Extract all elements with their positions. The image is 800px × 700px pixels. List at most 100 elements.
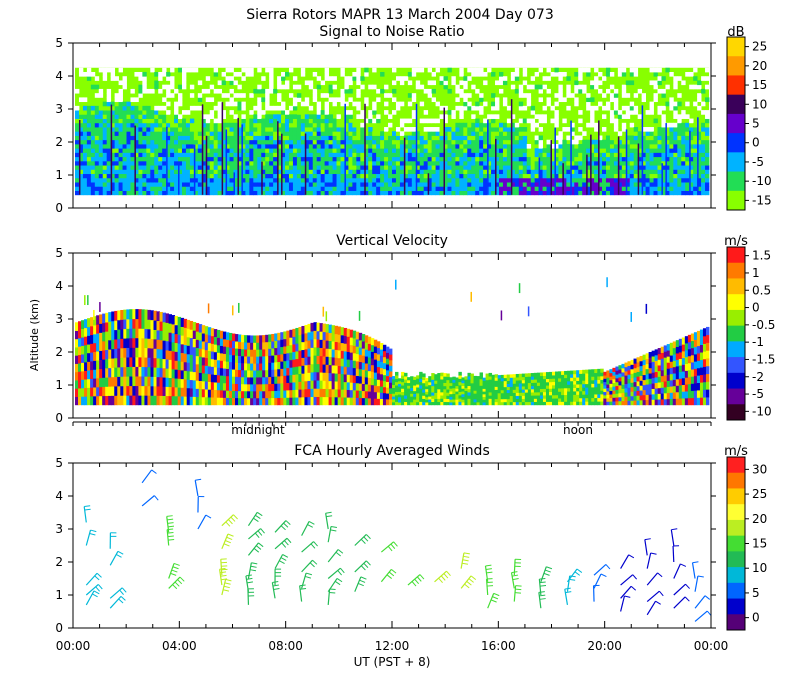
velocity-cell xyxy=(156,311,160,322)
snr-cell xyxy=(257,186,262,191)
snr-streak xyxy=(487,119,489,195)
snr-cell xyxy=(356,131,361,136)
snr-cell xyxy=(534,114,540,119)
snr-cell xyxy=(475,160,480,166)
velocity-cell xyxy=(464,384,468,389)
velocity-cell xyxy=(165,313,169,323)
snr-cell xyxy=(90,190,96,196)
snr-cell xyxy=(613,101,619,107)
snr-cell xyxy=(463,165,468,170)
snr-cell xyxy=(415,131,421,136)
snr-cell xyxy=(277,127,282,132)
snr-cell xyxy=(261,135,266,141)
velocity-cell xyxy=(307,340,311,349)
snr-cell xyxy=(253,165,258,170)
velocity-cell xyxy=(464,401,468,406)
velocity-cell xyxy=(467,392,471,396)
snr-cell xyxy=(320,118,326,124)
snr-cell xyxy=(82,182,88,187)
velocity-cell xyxy=(452,399,456,403)
velocity-cell xyxy=(361,397,366,406)
snr-cell xyxy=(146,122,151,128)
velocity-cell xyxy=(313,363,317,373)
snr-cell xyxy=(562,160,567,166)
velocity-cell xyxy=(162,367,166,378)
velocity-cell xyxy=(485,392,490,396)
snr-cell xyxy=(296,160,302,166)
snr-cell xyxy=(261,97,266,103)
snr-cell xyxy=(415,173,421,179)
snr-cell xyxy=(221,156,226,162)
snr-cell xyxy=(598,160,603,166)
snr-cell xyxy=(427,93,433,98)
snr-cell xyxy=(328,135,333,141)
velocity-cell xyxy=(259,370,263,378)
snr-cell xyxy=(574,165,579,170)
snr-cell xyxy=(217,105,223,111)
snr-cell xyxy=(641,152,646,158)
snr-cell xyxy=(697,93,702,98)
snr-cell xyxy=(447,173,452,179)
snr-cell xyxy=(419,169,425,175)
velocity-cell xyxy=(165,359,169,369)
snr-cell xyxy=(82,165,88,170)
snr-cell xyxy=(518,186,524,191)
snr-cell xyxy=(134,143,139,149)
snr-cell xyxy=(78,177,84,183)
velocity-cell xyxy=(479,375,483,380)
velocity-cell xyxy=(280,390,284,398)
velocity-cell xyxy=(307,332,311,341)
snr-cell xyxy=(201,182,207,187)
velocity-cell xyxy=(307,364,311,373)
velocity-cell xyxy=(325,356,329,365)
snr-cell xyxy=(106,165,112,170)
snr-cell xyxy=(673,177,678,183)
velocity-cell xyxy=(219,397,224,406)
snr-cell xyxy=(285,177,290,183)
snr-cell xyxy=(122,101,127,107)
snr-cell xyxy=(324,93,329,98)
snr-cell xyxy=(705,76,710,81)
velocity-cell xyxy=(183,379,188,389)
velocity-cell xyxy=(398,386,402,390)
snr-cell xyxy=(669,177,674,183)
velocity-cell xyxy=(283,368,287,376)
snr-cell xyxy=(320,143,326,149)
snr-cell xyxy=(705,110,710,115)
velocity-cell xyxy=(322,372,326,381)
snr-cell xyxy=(181,135,187,141)
snr-cell xyxy=(209,182,215,187)
snr-cell xyxy=(288,186,294,191)
snr-cell xyxy=(340,93,345,98)
snr-cell xyxy=(431,97,436,103)
y-tick-label: 3 xyxy=(55,102,63,116)
snr-cell xyxy=(296,186,302,191)
velocity-cell xyxy=(198,396,203,406)
snr-cell xyxy=(130,182,135,187)
snr-cell xyxy=(118,173,123,179)
snr-cell xyxy=(594,67,599,73)
snr-cell xyxy=(625,177,631,183)
snr-cell xyxy=(693,186,698,191)
velocity-cell xyxy=(129,366,133,377)
snr-cell xyxy=(629,110,635,115)
snr-cell xyxy=(677,186,682,191)
snr-cell xyxy=(407,135,413,141)
velocity-cell xyxy=(241,383,245,392)
snr-cell xyxy=(649,160,654,166)
snr-cell xyxy=(265,186,270,191)
snr-cell xyxy=(142,71,147,77)
snr-cell xyxy=(542,76,547,81)
snr-cell xyxy=(633,110,639,115)
velocity-cell xyxy=(147,328,151,339)
snr-cell xyxy=(193,135,199,141)
snr-cell xyxy=(538,114,543,119)
snr-cell xyxy=(213,135,219,141)
velocity-cell xyxy=(349,337,354,346)
snr-cell xyxy=(78,165,84,170)
snr-cell xyxy=(150,88,155,94)
snr-cell xyxy=(82,114,88,119)
snr-cell xyxy=(281,165,286,170)
snr-cell xyxy=(241,114,246,119)
snr-cell xyxy=(665,127,670,132)
